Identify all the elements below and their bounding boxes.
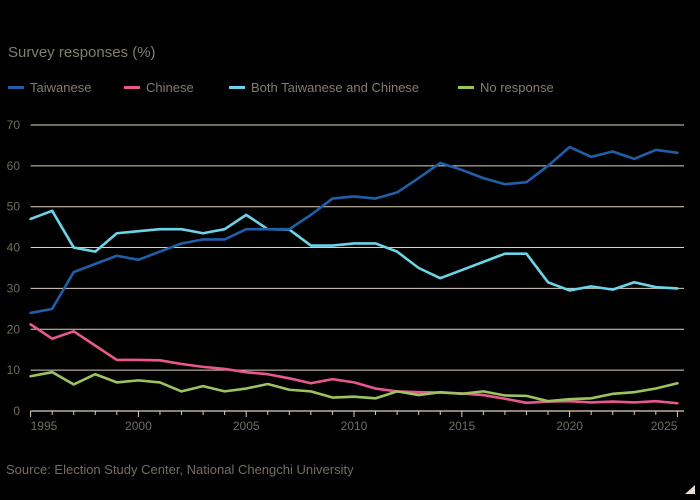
svg-text:2005: 2005 <box>233 419 260 433</box>
svg-text:2025: 2025 <box>651 419 678 433</box>
svg-text:2015: 2015 <box>448 419 475 433</box>
svg-text:10: 10 <box>7 363 21 377</box>
svg-text:50: 50 <box>7 200 21 214</box>
svg-text:20: 20 <box>7 322 21 336</box>
svg-text:1995: 1995 <box>31 419 58 433</box>
svg-text:0: 0 <box>13 404 20 418</box>
svg-text:2010: 2010 <box>341 419 368 433</box>
svg-text:40: 40 <box>7 241 21 255</box>
svg-text:2020: 2020 <box>556 419 583 433</box>
svg-text:70: 70 <box>7 118 21 132</box>
svg-text:60: 60 <box>7 159 21 173</box>
svg-text:2000: 2000 <box>125 419 152 433</box>
svg-text:30: 30 <box>7 281 21 295</box>
